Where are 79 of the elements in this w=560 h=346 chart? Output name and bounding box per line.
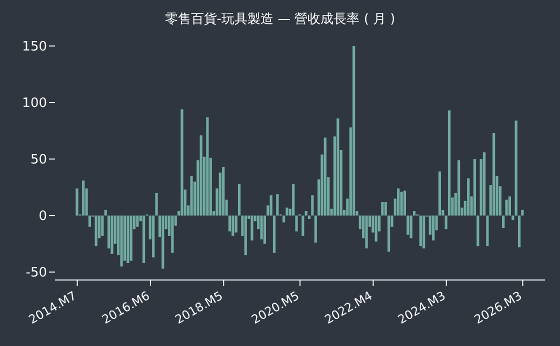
- bar: [400, 192, 403, 216]
- bar: [190, 176, 193, 216]
- bar: [206, 117, 209, 216]
- bar: [250, 216, 254, 240]
- bar: [365, 216, 368, 248]
- bar: [492, 133, 496, 216]
- bar: [406, 216, 410, 235]
- bar: [336, 118, 340, 216]
- bar: [222, 166, 225, 216]
- bar: [120, 216, 123, 266]
- bar: [270, 195, 272, 216]
- bar: [282, 216, 286, 222]
- bar: [384, 202, 387, 216]
- bar: [482, 152, 486, 216]
- y-tick-label: 50: [30, 152, 47, 168]
- bar: [397, 188, 400, 216]
- bar: [324, 138, 326, 216]
- y-tick-label: 100: [22, 96, 47, 112]
- bar: [419, 216, 422, 246]
- bar: [263, 216, 266, 244]
- bar: [403, 190, 406, 216]
- bar: [467, 178, 470, 216]
- bar: [110, 216, 114, 254]
- bar: [502, 216, 505, 228]
- bar: [521, 210, 524, 216]
- bar: [104, 210, 107, 216]
- bar: [444, 216, 448, 230]
- bar: [234, 216, 238, 233]
- bar: [152, 216, 155, 258]
- bar: [76, 188, 78, 216]
- bar: [422, 216, 426, 248]
- bar: [352, 46, 356, 216]
- bar: [381, 202, 384, 216]
- bar: [438, 171, 442, 216]
- bar: [286, 208, 288, 216]
- y-tick-label: 0: [38, 209, 47, 224]
- bar: [180, 109, 184, 216]
- bar: [505, 200, 508, 216]
- bar: [136, 216, 139, 227]
- bar: [88, 216, 92, 227]
- bar: [232, 216, 234, 236]
- bar: [508, 196, 512, 216]
- bar: [308, 216, 311, 219]
- bar: [200, 135, 202, 216]
- bar: [486, 216, 489, 246]
- bar: [155, 192, 158, 216]
- bar: [244, 216, 247, 256]
- y-tick-label: 150: [22, 40, 47, 55]
- bar: [476, 216, 480, 246]
- bar: [512, 216, 514, 220]
- bar: [473, 159, 476, 216]
- bar: [82, 180, 85, 216]
- bar: [276, 194, 279, 216]
- bar: [314, 216, 317, 243]
- bar: [518, 216, 521, 248]
- bar: [126, 216, 130, 264]
- bar: [458, 160, 460, 216]
- bar: [162, 216, 164, 269]
- bar: [101, 216, 104, 236]
- chart-title: 零售百貨-玩具製造 — 營收成長率 ( 月 ): [164, 11, 396, 28]
- bar: [130, 216, 132, 261]
- bar: [171, 216, 174, 253]
- bar: [388, 216, 390, 252]
- y-tick-label: -50: [26, 266, 47, 281]
- bar: [311, 195, 314, 216]
- bar: [292, 184, 295, 216]
- bar: [412, 211, 416, 216]
- bar: [272, 216, 276, 253]
- bar: [374, 216, 378, 242]
- bar: [94, 216, 98, 246]
- bar: [142, 216, 146, 264]
- bar: [432, 216, 435, 240]
- bar: [448, 110, 451, 216]
- bar: [514, 120, 518, 216]
- bar: [302, 216, 304, 236]
- bar: [410, 216, 412, 238]
- bar: [238, 184, 241, 216]
- bar: [295, 216, 298, 232]
- bar: [304, 211, 308, 216]
